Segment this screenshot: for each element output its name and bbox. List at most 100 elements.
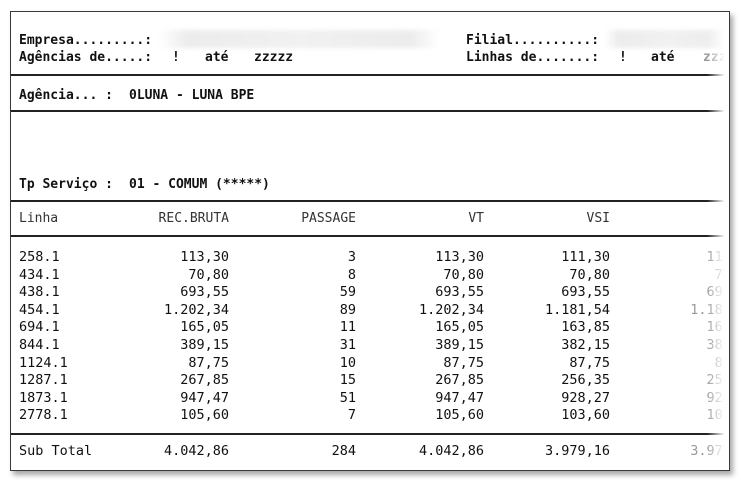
divider-subtotal	[11, 433, 729, 435]
divider-tp-servico	[11, 200, 729, 202]
cell-vsi: 693,55	[561, 284, 610, 301]
agencias-from: !	[172, 50, 180, 65]
cell-rec-bruta: 947,47	[180, 389, 229, 406]
cell-passage: 8	[347, 266, 356, 283]
col-header-rec-bruta: REC.BRUTA	[158, 211, 229, 226]
table-row: 258.1 113,30 3 113,30 111,30 111,	[11, 248, 729, 266]
cell-extra: 1.181,	[690, 301, 729, 318]
cell-rec-bruta: 165,05	[180, 319, 229, 336]
table-row: 844.1 389,15 31 389,15 382,15 382,	[11, 336, 729, 354]
table-row: 1287.1 267,85 15 267,85 256,35 256,	[11, 371, 729, 389]
subtotal-vsi: 3.979,16	[544, 443, 610, 459]
table-row: 694.1 165,05 11 165,05 163,85 163,	[11, 318, 729, 336]
cell-vt: 70,80	[443, 266, 484, 283]
subtotal-extra: 3.979,	[690, 443, 729, 459]
linhas-ate: até	[651, 50, 675, 65]
col-header-vsi: VSI	[586, 211, 610, 226]
cell-vsi: 111,30	[561, 249, 610, 265]
agencias-ate: até	[205, 50, 229, 65]
cell-linha: 1287.1	[19, 372, 68, 389]
cell-linha: 844.1	[19, 337, 60, 353]
cell-passage: 51	[339, 389, 356, 406]
empresa-value-redacted	[159, 30, 439, 48]
cell-vsi: 928,27	[561, 389, 610, 406]
cell-extra: 256,	[706, 372, 729, 389]
subtotal-row: Sub Total 4.042,86 284 4.042,86 3.979,16…	[11, 442, 729, 460]
cell-vt: 113,30	[435, 249, 484, 265]
cell-extra: 928,	[706, 389, 729, 406]
cell-vsi: 103,60	[561, 407, 610, 424]
tp-servico-label: Tp Serviço :	[19, 177, 113, 192]
cell-vt: 165,05	[435, 319, 484, 336]
cell-extra: 70,	[714, 266, 729, 283]
cell-linha: 454.1	[19, 301, 60, 318]
cell-vt: 947,47	[435, 389, 484, 406]
cell-rec-bruta: 1.202,34	[163, 301, 229, 318]
cell-vt: 1.202,34	[418, 301, 484, 318]
divider-header	[11, 74, 729, 76]
cell-linha: 694.1	[19, 319, 60, 336]
col-header-linha: Linha	[19, 211, 59, 226]
filial-label: Filial..........:	[466, 33, 600, 48]
subtotal-passage: 284	[331, 443, 356, 459]
table-row: 1873.1 947,47 51 947,47 928,27 928,	[11, 389, 729, 407]
cell-linha: 1873.1	[19, 389, 68, 406]
empresa-label: Empresa.........:	[19, 33, 153, 48]
cell-passage: 59	[339, 284, 356, 301]
cell-extra: 103,	[706, 407, 729, 424]
report-frame: Empresa.........: Filial..........: Agên…	[10, 11, 730, 471]
divider-agencia	[11, 110, 729, 112]
tp-servico-value: 01 - COMUM (*****)	[129, 177, 270, 192]
cell-vt: 267,85	[435, 372, 484, 389]
cell-linha: 258.1	[19, 249, 60, 265]
cell-passage: 31	[339, 337, 356, 353]
table-row: 2778.1 105,60 7 105,60 103,60 103,	[11, 406, 729, 424]
cell-vsi: 1.181,54	[544, 301, 610, 318]
cell-extra: 111,	[706, 249, 729, 265]
cell-linha: 434.1	[19, 266, 60, 283]
cell-rec-bruta: 70,80	[188, 266, 229, 283]
table-row: 434.1 70,80 8 70,80 70,80 70,	[11, 266, 729, 284]
divider-column-header	[11, 235, 729, 237]
agencias-label: Agências de.....:	[19, 50, 153, 65]
col-header-passage: PASSAGE	[301, 211, 356, 226]
subtotal-vt: 4.042,86	[418, 443, 484, 459]
col-header-vt: VT	[468, 211, 484, 226]
cell-linha: 1124.1	[19, 354, 68, 371]
cell-passage: 3	[347, 249, 356, 265]
cell-rec-bruta: 267,85	[180, 372, 229, 389]
cell-vsi: 163,85	[561, 319, 610, 336]
cell-extra: 87,	[714, 354, 729, 371]
cell-passage: 89	[339, 301, 356, 318]
cell-vsi: 256,35	[561, 372, 610, 389]
table-row: 454.1 1.202,34 89 1.202,34 1.181,54 1.181,	[11, 301, 729, 319]
cell-rec-bruta: 105,60	[180, 407, 229, 424]
cell-extra: 382,	[706, 337, 729, 353]
cell-vt: 389,15	[435, 337, 484, 353]
cell-passage: 11	[339, 319, 356, 336]
cell-vsi: 87,75	[569, 354, 610, 371]
cell-linha: 2778.1	[19, 407, 68, 424]
table-row: 438.1 693,55 59 693,55 693,55 693,	[11, 283, 729, 301]
cell-passage: 10	[339, 354, 356, 371]
linhas-label: Linhas de.......:	[466, 50, 600, 65]
cell-rec-bruta: 113,30	[180, 249, 229, 265]
linhas-from: !	[619, 50, 627, 65]
agencia-value: 0LUNA - LUNA BPE	[129, 88, 255, 103]
filial-value-redacted	[605, 30, 729, 48]
cell-vt: 693,55	[435, 284, 484, 301]
cell-extra: 163,	[706, 319, 729, 336]
column-header-row: Linha REC.BRUTA PASSAGE VT VSI (	[11, 210, 729, 228]
agencia-label: Agência... :	[19, 88, 113, 103]
cell-rec-bruta: 87,75	[188, 354, 229, 371]
cell-rec-bruta: 389,15	[180, 337, 229, 353]
agencias-to: zzzzz	[254, 50, 294, 65]
cell-vt: 105,60	[435, 407, 484, 424]
cell-passage: 15	[339, 372, 356, 389]
cell-rec-bruta: 693,55	[180, 284, 229, 301]
subtotal-label: Sub Total	[19, 443, 93, 459]
cell-linha: 438.1	[19, 284, 60, 301]
subtotal-rec-bruta: 4.042,86	[163, 443, 229, 459]
table-row: 1124.1 87,75 10 87,75 87,75 87,	[11, 354, 729, 372]
cell-passage: 7	[347, 407, 356, 424]
